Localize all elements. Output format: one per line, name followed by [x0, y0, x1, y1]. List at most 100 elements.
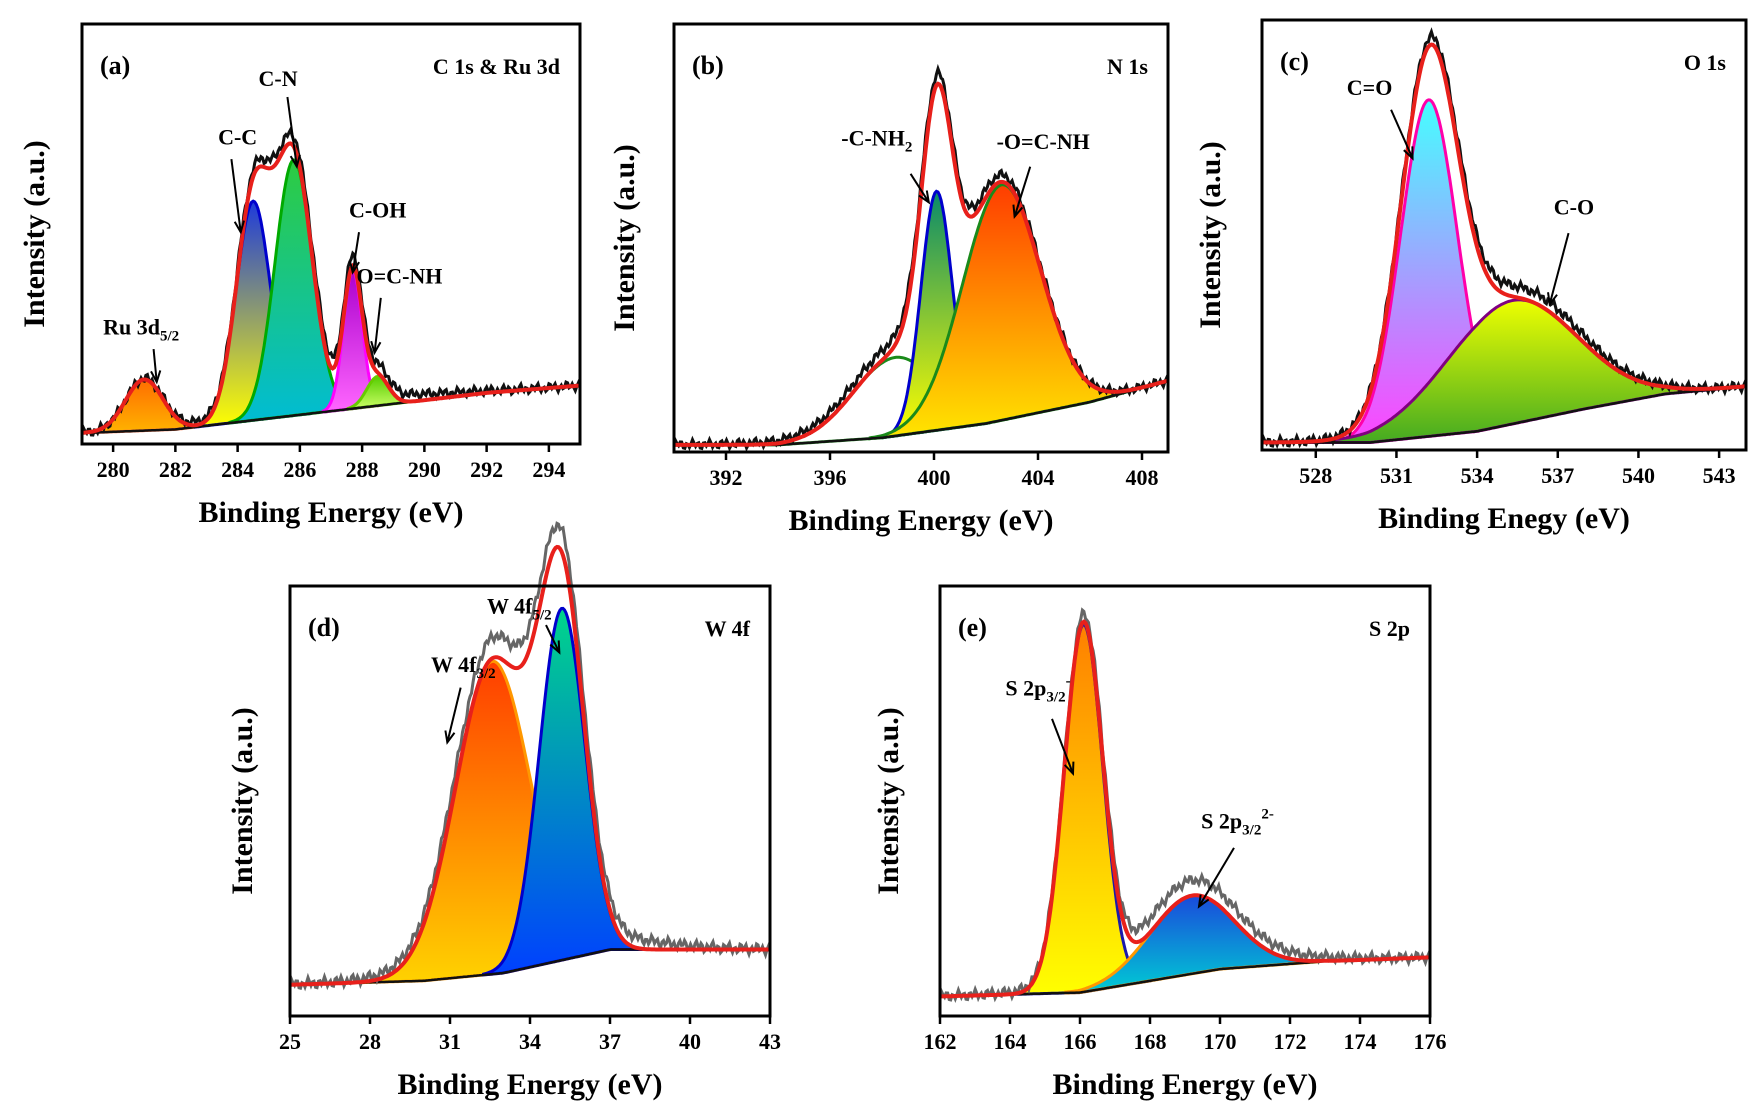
- x-tick-label: 43: [759, 1029, 781, 1054]
- x-tick-label: 40: [679, 1029, 701, 1054]
- x-tick-label: 531: [1380, 463, 1413, 488]
- arrow-head: [1403, 146, 1414, 161]
- annotation-arrow: [286, 96, 298, 167]
- x-tick-label: 543: [1703, 463, 1736, 488]
- panel-letter: (b): [692, 51, 724, 80]
- x-tick-label: 37: [599, 1029, 621, 1054]
- peak-label: W 4f5/2: [487, 593, 552, 623]
- envelope-line: [939, 619, 1430, 999]
- x-tick-label: 534: [1461, 463, 1494, 488]
- x-tick-label: 168: [1134, 1029, 1167, 1054]
- panel-letter: (c): [1280, 47, 1309, 76]
- annotation-arrow: [230, 159, 242, 233]
- annotation-arrow: [351, 232, 361, 273]
- peak-label: O=C-NH: [357, 263, 443, 288]
- x-tick-label: 34: [519, 1029, 541, 1054]
- arrow-head: [918, 190, 931, 205]
- panel-title: O 1s: [1684, 50, 1727, 75]
- panel-a: 280 282 284 286 288 290 292 294 Binding Energy (…: [18, 22, 582, 529]
- annotation-arrow: [1013, 166, 1032, 217]
- x-tick-label: 404: [1022, 465, 1055, 490]
- panel-title: S 2p: [1369, 616, 1410, 641]
- x-tick-label: 170: [1204, 1029, 1237, 1054]
- x-tick-label: 392: [710, 465, 743, 490]
- peak-label: -C-NH2: [841, 125, 912, 155]
- peak-label: C=O: [1347, 75, 1393, 100]
- x-tick-label: 162: [924, 1029, 957, 1054]
- y-axis-title: Intensity (a.u.): [872, 707, 905, 895]
- annotation-arrow: [1548, 232, 1570, 305]
- arrow-head: [1012, 204, 1024, 220]
- x-tick-label: 408: [1126, 465, 1159, 490]
- plot-frame: [938, 584, 1432, 1018]
- arrow-head: [444, 730, 456, 745]
- x-tick-label: 396: [814, 465, 847, 490]
- panel-letter: (e): [958, 613, 987, 642]
- arrow-head: [150, 370, 162, 385]
- annotation-arrow: [909, 173, 930, 203]
- peak-label: C-N: [259, 66, 298, 91]
- panel-b: 392 396 400 404 408 Binding Energy (eV) Intens…: [608, 22, 1170, 537]
- arrow-head: [370, 340, 382, 356]
- plot-frame: [80, 22, 582, 446]
- y-axis-title: Intensity (a.u.): [608, 144, 641, 332]
- plot-frame: [1260, 18, 1748, 452]
- peak-label: S 2p3/22-: [1201, 806, 1274, 838]
- arrow-head: [1547, 292, 1558, 307]
- annotation-arrow: [446, 687, 462, 743]
- x-tick-label: 400: [918, 465, 951, 490]
- arrow-head: [549, 640, 561, 655]
- panel-letter: (d): [308, 613, 340, 642]
- y-axis-title: Intensity (a.u.): [1194, 141, 1227, 329]
- x-axis-title: Binding Energy (eV): [788, 504, 1053, 537]
- x-tick-label: 292: [470, 457, 503, 482]
- x-tick-label: 294: [532, 457, 565, 482]
- x-tick-label: 166: [1064, 1029, 1097, 1054]
- peak-label: C-C: [218, 125, 257, 150]
- peak-label: C-O: [1554, 194, 1594, 219]
- x-axis-title: Binding Energy (eV): [198, 496, 463, 529]
- arrow-head: [233, 220, 245, 235]
- peak-label: W 4f3/2: [431, 652, 496, 682]
- x-tick-label: 176: [1414, 1029, 1447, 1054]
- background-line: [1262, 385, 1747, 444]
- x-tick-label: 164: [994, 1029, 1027, 1054]
- y-axis-title: Intensity (a.u.): [226, 707, 259, 895]
- x-tick-label: 282: [159, 457, 192, 482]
- panel-d: 25 28 31 34 37 40 43 Binding Energy (eV) Intensi…: [226, 521, 781, 1101]
- panel-c: 528 531 534 537 540 543 Binding Enegy (eV) Inte…: [1194, 18, 1748, 535]
- arrow-head: [289, 154, 301, 169]
- panel-title: C 1s & Ru 3d: [433, 54, 560, 79]
- panel-title: W 4f: [705, 616, 751, 641]
- x-tick-label: 25: [279, 1029, 301, 1054]
- x-tick-label: 174: [1344, 1029, 1377, 1054]
- x-tick-label: 280: [97, 457, 130, 482]
- raw-data-line: [288, 521, 772, 992]
- peak-label: Ru 3d5/2: [103, 314, 179, 344]
- x-axis-title: Binding Energy (eV): [1052, 1068, 1317, 1101]
- envelope-line: [81, 141, 581, 435]
- panel-title: N 1s: [1107, 54, 1148, 79]
- annotation-arrow: [373, 297, 382, 353]
- arrow-head: [348, 260, 360, 275]
- x-tick-label: 288: [346, 457, 379, 482]
- peak-label: -O=C-NH: [997, 129, 1090, 154]
- arrow-head: [1063, 761, 1075, 777]
- peak-label: S 2p3/2-: [1005, 673, 1070, 705]
- x-tick-label: 172: [1274, 1029, 1307, 1054]
- y-axis-title: Intensity (a.u.): [18, 140, 51, 328]
- x-tick-label: 284: [221, 457, 254, 482]
- x-axis-title: Binding Enegy (eV): [1378, 502, 1630, 535]
- x-tick-label: 28: [359, 1029, 381, 1054]
- peak-label: C-OH: [349, 198, 406, 223]
- plot-frame: [672, 22, 1170, 454]
- annotation-arrow: [152, 348, 158, 383]
- panel-letter: (a): [100, 51, 130, 80]
- envelope-line: [674, 81, 1169, 447]
- arrow-head: [1197, 894, 1210, 909]
- envelope-line: [1261, 42, 1747, 445]
- annotation-arrow: [545, 624, 561, 653]
- raw-data-line: [938, 607, 1432, 1003]
- annotation-arrow: [1390, 109, 1414, 159]
